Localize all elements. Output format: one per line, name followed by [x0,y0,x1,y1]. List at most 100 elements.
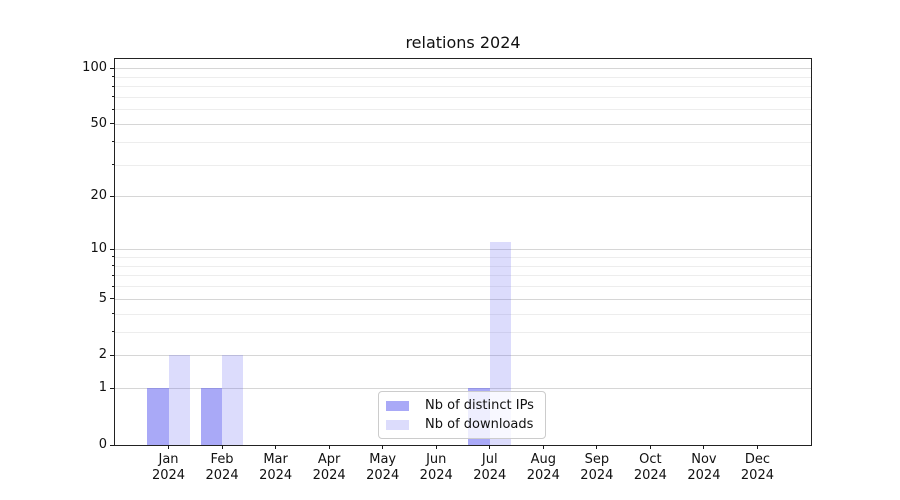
x-tick-label-line: 2024 [633,468,667,483]
gridline-major [115,355,811,357]
x-tick-label-line: 2024 [205,468,239,483]
x-tick-label-line: Sep [584,452,610,467]
y-tick-mark [110,444,114,446]
y-tick-mark [110,298,114,300]
y-tick-mark [110,387,114,389]
gridline-minor [115,164,811,166]
gridline-minor [115,331,811,333]
x-tick-mark [328,445,330,449]
legend: Nb of distinct IPs Nb of downloads [378,391,546,439]
x-tick-mark [275,445,277,449]
y-tick-label: 0 [98,437,107,452]
x-tick-label-line: Nov [691,452,717,467]
y-tick-label: 2 [98,347,107,363]
x-tick-mark [382,445,384,449]
x-tick-label-line: Oct [639,452,662,467]
x-tick-label-line: 2024 [151,468,186,483]
gridline-major [115,123,811,125]
gridline-minor [115,86,811,88]
chart-title: relations 2024 [405,33,521,52]
x-tick-label-line: 2024 [259,468,293,483]
y-tick-label: 50 [90,115,107,131]
legend-row-downloads: Nb of downloads [386,417,534,432]
x-tick-label: Oct 2024 [618,452,682,484]
downloads-swatch-icon [386,419,409,430]
gridline-minor [115,313,811,315]
gridline-minor [115,275,811,277]
x-tick-label-line: 2024 [580,468,614,483]
y-minor-tick-mark [112,96,114,98]
legend-label-distinct-ips: Nb of distinct IPs [425,398,534,413]
x-tick-mark [489,445,491,449]
x-tick-label: Mar 2024 [244,452,308,484]
x-tick-label: Nov 2024 [672,452,736,484]
x-tick-label-line: Dec [744,452,771,467]
x-tick-label-line: 2024 [526,468,560,483]
bar-downloads [168,355,190,445]
x-tick-label-line: Aug [530,452,556,467]
x-tick-mark [542,445,544,449]
gridline-major [115,388,811,390]
x-tick-label-line: 2024 [473,468,507,483]
x-tick-label-line: 2024 [366,468,400,483]
y-tick-label: 1 [98,380,107,396]
x-tick-label-line: 2024 [312,468,346,483]
x-tick-label-line: Feb [210,452,234,467]
bar-downloads [222,355,244,445]
y-tick-mark [110,195,114,197]
x-tick-mark [756,445,758,449]
gridline-minor [115,96,811,98]
y-minor-tick-mark [112,274,114,276]
y-tick-mark [110,123,114,125]
x-tick-label: Aug 2024 [511,452,575,484]
legend-label-downloads: Nb of downloads [425,417,534,432]
y-tick-label: 100 [82,60,107,76]
x-tick-label: Apr 2024 [297,452,361,484]
gridline-major [115,298,811,300]
y-minor-tick-mark [112,85,114,87]
x-tick-mark [703,445,705,449]
bar-distinct-ips [147,388,169,445]
y-tick-label: 5 [98,290,107,306]
gridline-minor [115,141,811,143]
legend-row-distinct-ips: Nb of distinct IPs [386,398,534,413]
y-minor-tick-mark [112,108,114,110]
gridline-major [115,68,811,70]
x-tick-mark [168,445,170,449]
y-tick-mark [110,67,114,69]
x-tick-mark [435,445,437,449]
gridline-minor [115,286,811,288]
y-tick-mark [110,248,114,250]
bar-distinct-ips [200,388,223,445]
y-tick-label: 20 [90,188,107,204]
y-minor-tick-mark [112,256,114,258]
x-tick-label-line: Jul [481,452,498,467]
x-tick-label-line: 2024 [419,468,453,483]
x-tick-mark [596,445,598,449]
gridline-major [115,249,811,251]
y-minor-tick-mark [112,265,114,267]
y-tick-mark [110,354,114,356]
y-minor-tick-mark [112,313,114,315]
gridline-minor [115,109,811,111]
x-tick-label: Jul 2024 [458,452,522,484]
x-tick-mark [649,445,651,449]
y-tick-label: 10 [90,241,107,257]
y-minor-tick-mark [112,141,114,143]
x-tick-label-line: 2024 [687,468,721,483]
y-minor-tick-mark [112,76,114,78]
x-tick-label: Dec 2024 [725,452,789,484]
x-tick-label-line: Jun [426,452,447,467]
x-tick-label-line: Mar [263,452,288,467]
y-minor-tick-mark [112,331,114,333]
x-tick-label-line: Jan [158,452,179,467]
x-tick-label: May 2024 [351,452,415,484]
x-tick-label: Sep 2024 [565,452,629,484]
y-minor-tick-mark [112,285,114,287]
x-tick-label-line: 2024 [740,468,774,483]
gridline-minor [115,265,811,267]
gridline-minor [115,256,811,258]
plot-area [114,58,812,446]
gridline-major [115,196,811,198]
